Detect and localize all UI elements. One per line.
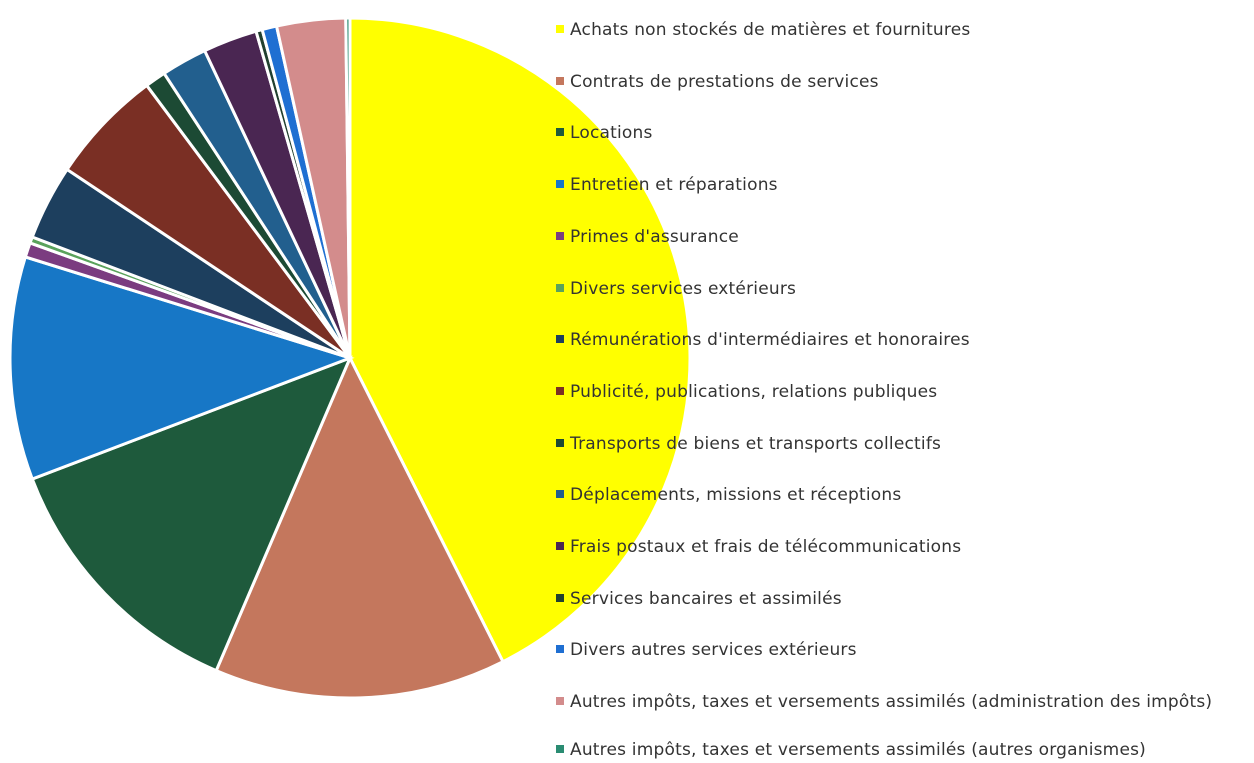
legend-swatch (556, 542, 564, 550)
legend-item: Transports de biens et transports collec… (556, 431, 1250, 457)
legend-label: Autres impôts, taxes et versements assim… (570, 692, 1213, 713)
legend-label: Locations (570, 123, 653, 144)
legend-item: Autres impôts, taxes et versements assim… (556, 689, 1250, 715)
legend-item: Divers autres services extérieurs (556, 637, 1250, 663)
legend-swatch (556, 386, 564, 395)
legend-swatch (556, 25, 564, 33)
legend-item: Autres impôts, taxes et versements assim… (556, 737, 1250, 763)
legend-label: Contrats de prestations de services (570, 71, 879, 92)
legend-item: Rémunérations d'intermédiaires et honora… (556, 327, 1250, 353)
legend-item: Publicité, publications, relations publi… (556, 379, 1250, 405)
legend-swatch (556, 745, 564, 753)
pie-slice (8, 255, 355, 481)
legend-label: Entretien et réparations (570, 175, 778, 196)
legend-label: Divers services extérieurs (570, 278, 797, 299)
legend-label: Primes d'assurance (570, 226, 739, 247)
legend-swatch (556, 231, 564, 240)
legend-item: Services bancaires et assimilés (556, 586, 1250, 612)
legend-swatch (556, 593, 564, 602)
legend-swatch (556, 645, 564, 654)
legend-swatch (556, 76, 564, 85)
legend-swatch (556, 438, 564, 447)
legend-label: Publicité, publications, relations publi… (570, 381, 938, 402)
legend-label: Divers autres services extérieurs (570, 640, 857, 661)
legend-label: Autres impôts, taxes et versements assim… (570, 740, 1146, 760)
legend-item: Achats non stockés de matières et fourni… (556, 17, 1250, 43)
legend-label: Achats non stockés de matières et fourni… (570, 20, 971, 40)
legend-label: Frais postaux et frais de télécommunicat… (570, 537, 962, 557)
pie-slice (348, 16, 692, 664)
legend-swatch (556, 283, 564, 292)
legend-swatch (556, 697, 564, 706)
legend-label: Services bancaires et assimilés (570, 588, 842, 609)
legend-item: Entretien et réparations (556, 172, 1250, 198)
legend-item: Frais postaux et frais de télécommunicat… (556, 534, 1250, 560)
pie-slice (344, 16, 352, 359)
legend-swatch (556, 180, 564, 189)
legend-item: Déplacements, missions et réceptions (556, 482, 1250, 508)
legend-swatch (556, 335, 564, 344)
pie-slice (30, 355, 353, 673)
legend-label: Rémunérations d'intermédiaires et honora… (570, 330, 970, 351)
legend-item: Locations (556, 120, 1250, 146)
legend-swatch (556, 490, 564, 499)
legend-item: Contrats de prestations de services (556, 69, 1250, 95)
legend-swatch (556, 128, 564, 137)
legend-item: Primes d'assurance (556, 224, 1250, 250)
legend-label: Transports de biens et transports collec… (570, 433, 942, 454)
legend-label: Déplacements, missions et réceptions (570, 485, 902, 506)
pie-slice (214, 354, 505, 700)
legend-item: Divers services extérieurs (556, 276, 1250, 302)
